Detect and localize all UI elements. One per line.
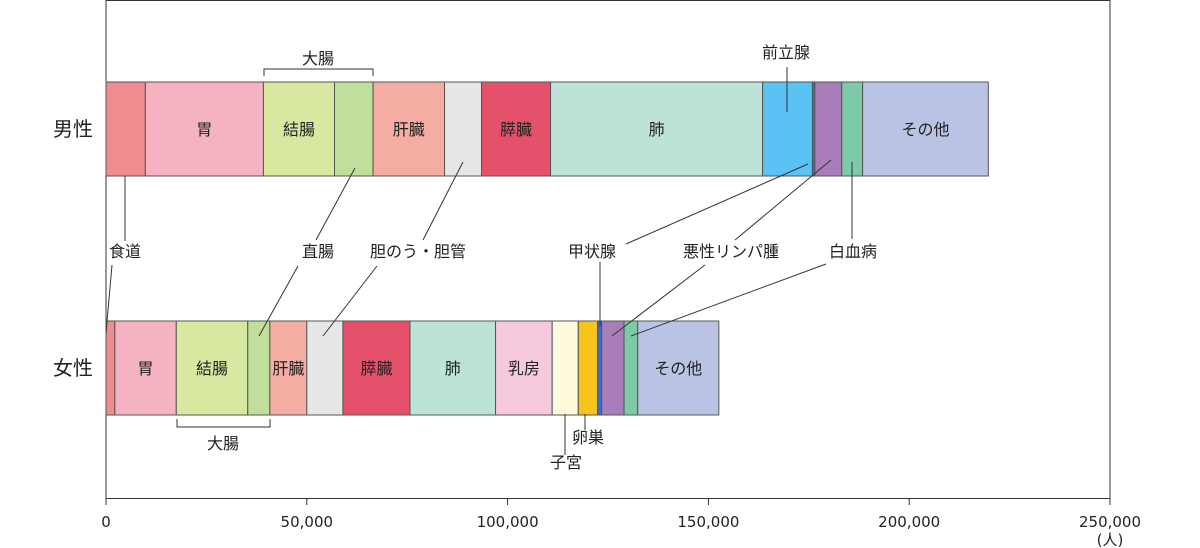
bar-segment [342, 320, 411, 416]
segment-label: 肝臓 [393, 120, 425, 139]
segment-label: 肝臓 [272, 359, 304, 378]
callout-ransou: 卵巣 [572, 428, 604, 447]
bracket-male-daicho [263, 68, 374, 76]
segment-label: その他 [654, 359, 702, 378]
bracket-label-female: 大腸 [207, 434, 239, 453]
leader-lines [105, 67, 853, 455]
bar-segment [597, 320, 603, 416]
x-tick-label: 50,000 [281, 513, 334, 531]
x-axis: 0 50,000 100,000 150,000 200,000 250,000 [101, 498, 1141, 531]
callout-tanno: 胆のう・胆管 [370, 242, 466, 261]
bar-segments [105, 81, 989, 416]
segment-label: 結腸 [283, 120, 315, 139]
bar-segment [262, 81, 336, 177]
segment-label: 胃 [196, 120, 212, 139]
bar-segment [762, 81, 813, 177]
segment-label: 膵臓 [500, 120, 532, 139]
bar-segment [269, 320, 308, 416]
x-tick-label: 150,000 [677, 513, 739, 531]
segment-label: 結腸 [196, 359, 228, 378]
bar-segment [841, 81, 864, 177]
bar-segment [175, 320, 249, 416]
segment-label: 肺 [445, 359, 461, 378]
bar-segment [623, 320, 639, 416]
inner-labels: 胃結腸 肝臓 膵臓肺その他胃 結腸 肝臓 膵臓肺乳房 その他 [138, 120, 950, 378]
segment-label: その他 [901, 120, 949, 139]
bar-segment [444, 81, 482, 177]
segment-label: 胃 [138, 359, 154, 378]
bracket-label-male: 大腸 [302, 49, 334, 68]
bar-segment [480, 81, 552, 177]
callout-lymph: 悪性リンパ腫 [683, 242, 779, 261]
x-tick-label: 250,000 [1079, 513, 1141, 531]
callout-shokudo: 食道 [109, 242, 141, 261]
bar-segment [409, 320, 497, 416]
bar-segment [105, 81, 146, 177]
segment-label: 肺 [649, 120, 665, 139]
segment-label: 膵臓 [360, 359, 392, 378]
category-label-female: 女性 [53, 356, 93, 380]
bar-segment [247, 320, 271, 416]
x-tick-label: 0 [101, 513, 111, 531]
segment-label: 乳房 [508, 359, 540, 378]
callout-shikyu: 子宮 [550, 453, 582, 472]
category-label-male: 男性 [53, 117, 93, 141]
bar-segment [550, 81, 764, 177]
bar-segment [862, 81, 989, 177]
callout-zenritsusen: 前立腺 [762, 43, 810, 62]
x-tick-label: 100,000 [477, 513, 539, 531]
bar-segment [577, 320, 599, 416]
bar-segment [144, 81, 264, 177]
callout-chokucho: 直腸 [302, 242, 334, 261]
bar-segment [495, 320, 553, 416]
callout-kojosen: 甲状腺 [568, 242, 616, 261]
bar-segment [551, 320, 579, 416]
bracket-female-daicho [176, 419, 271, 428]
callout-hakketsu: 白血病 [829, 242, 877, 261]
bar-segment [334, 81, 374, 177]
bar-segment [306, 320, 344, 416]
x-axis-unit: (人) [1097, 531, 1124, 548]
bar-segment [372, 81, 446, 177]
bar-segment [637, 320, 720, 416]
plot-frame [105, 0, 1111, 499]
x-tick-label: 200,000 [878, 513, 940, 531]
bar-segment [814, 81, 843, 177]
bar-segment [105, 320, 116, 416]
